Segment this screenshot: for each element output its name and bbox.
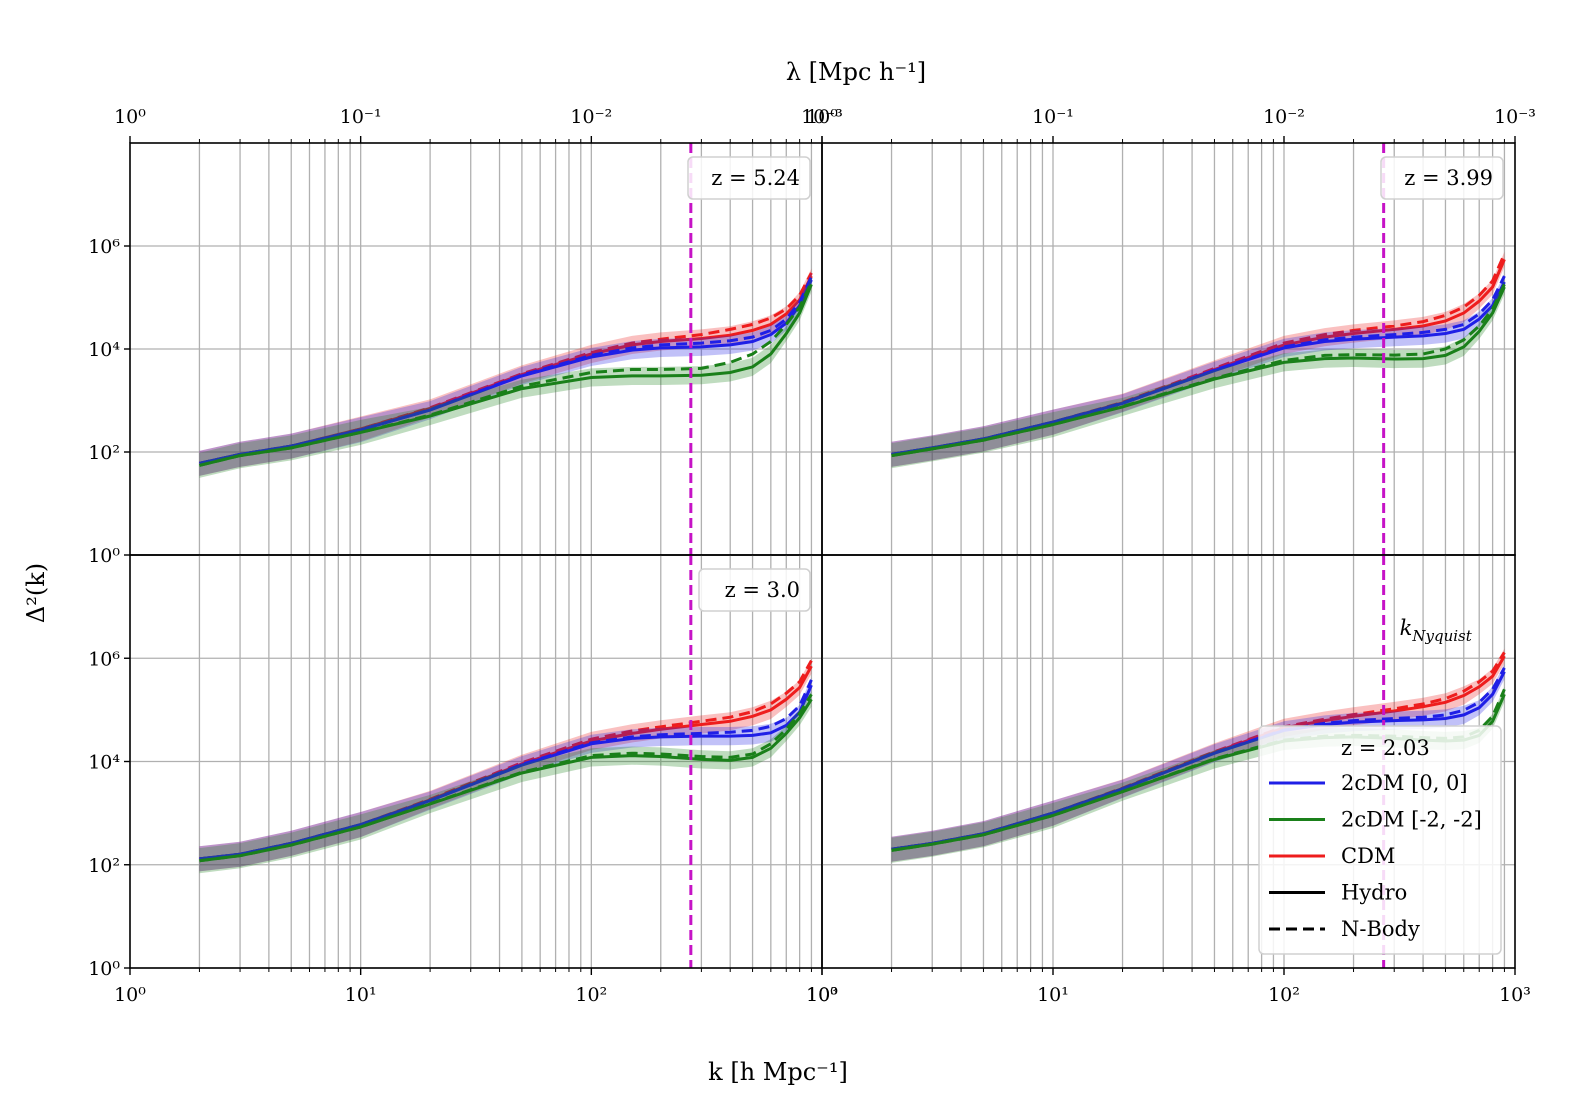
hydro-line-2cdm-2-2- xyxy=(199,698,813,863)
panel-3: 10⁰ 10² 10⁴ 10⁶ 10⁰ 10¹ 10² 10³ z = 3.0 xyxy=(88,554,838,1006)
hydro-line-2cdm-0-0- xyxy=(891,281,1506,456)
x-axis-label: k [h Mpc⁻¹] xyxy=(708,1058,848,1086)
error-band-2cdm-2-2- xyxy=(891,279,1505,469)
error-band-cdm xyxy=(891,648,1505,862)
x-tick-label: 10¹ xyxy=(1037,984,1069,1006)
error-band-cdm xyxy=(199,268,812,476)
hydro-line-2cdm-2-2- xyxy=(199,283,813,467)
error-band-2cdm-0-0- xyxy=(199,272,812,476)
redshift-label: z = 5.24 xyxy=(711,166,800,190)
legend-entry-label: N-Body xyxy=(1341,917,1420,941)
y-tick-label: 10⁶ xyxy=(88,648,120,670)
top-tick-label: 10⁻² xyxy=(570,106,612,128)
redshift-box xyxy=(698,568,811,612)
legend-entry-label: 2cDM [-2, -2] xyxy=(1341,808,1482,832)
x-tick-label: 10³ xyxy=(806,984,838,1006)
y-tick-label: 10² xyxy=(88,855,120,877)
hydro-line-2cdm-0-0- xyxy=(199,279,813,465)
x-tick-label: 10⁰ xyxy=(114,984,146,1006)
x-tick-label: 10⁰ xyxy=(806,984,838,1006)
panel-1: 10⁰ 10² 10⁴ 10⁶ 10⁰ 10⁻¹ 10⁻² 10⁻³ z = 5.24 xyxy=(88,106,843,567)
error-band-cdm xyxy=(199,658,812,872)
legend-title: z = 2.03 xyxy=(1341,736,1430,760)
x-tick-label: 10¹ xyxy=(345,984,377,1006)
legend: z = 2.03 2cDM [0, 0] 2cDM [-2, -2] CDM Hydro… xyxy=(1258,725,1502,955)
y-tick-label: 10⁴ xyxy=(88,752,120,774)
top-axis-label: λ [Mpc h⁻¹] xyxy=(786,58,926,86)
nyquist-label: kNyquist xyxy=(1400,616,1473,645)
legend-entry-label: Hydro xyxy=(1341,881,1407,905)
top-tick-label: 10⁻² xyxy=(1263,106,1305,128)
y-tick-label: 10² xyxy=(88,442,120,464)
x-tick-label: 10² xyxy=(1268,984,1300,1006)
y-axis-label: Δ²(k) xyxy=(22,563,50,623)
top-tick-label: 10⁻¹ xyxy=(1032,106,1074,128)
series-group xyxy=(891,251,1506,469)
error-band-2cdm-0-0- xyxy=(199,677,812,872)
series-group xyxy=(199,658,813,874)
error-band-2cdm-0-0- xyxy=(891,274,1505,467)
panel-4: 10⁰ 10¹ 10² 10³ kNyquist z = 2.03 2cDM [0, 0] 2… xyxy=(806,554,1531,1006)
hydro-line-2cdm-0-0- xyxy=(199,684,813,861)
y-tick-label: 10⁰ xyxy=(88,958,120,980)
y-tick-label: 10⁴ xyxy=(88,339,120,361)
error-band-2cdm-0-0- xyxy=(891,664,1505,862)
top-tick-label: 10⁰ xyxy=(114,106,146,128)
redshift-label: z = 3.99 xyxy=(1404,166,1493,190)
top-tick-label: 10⁻¹ xyxy=(340,106,382,128)
redshift-label: z = 3.0 xyxy=(725,578,800,602)
error-band-cdm xyxy=(891,251,1505,467)
top-tick-label: 10⁻³ xyxy=(801,106,843,128)
x-tick-label: 10³ xyxy=(1499,984,1531,1006)
x-tick-label: 10² xyxy=(575,984,607,1006)
top-tick-label: 10⁰ xyxy=(806,106,838,128)
hydro-line-2cdm-2-2- xyxy=(891,286,1506,458)
error-band-2cdm-2-2- xyxy=(199,276,812,478)
legend-entry-label: 2cDM [0, 0] xyxy=(1341,771,1468,795)
redshift-box xyxy=(687,156,811,200)
series-group xyxy=(199,268,813,478)
y-tick-label: 10⁰ xyxy=(88,545,120,567)
redshift-box xyxy=(1380,156,1504,200)
top-tick-label: 10⁻³ xyxy=(1494,106,1536,128)
panel-frame xyxy=(821,554,1516,969)
hydro-line-2cdm-0-0- xyxy=(891,671,1506,851)
y-tick-label: 10⁶ xyxy=(88,236,120,258)
legend-entry-label: CDM xyxy=(1341,844,1395,868)
